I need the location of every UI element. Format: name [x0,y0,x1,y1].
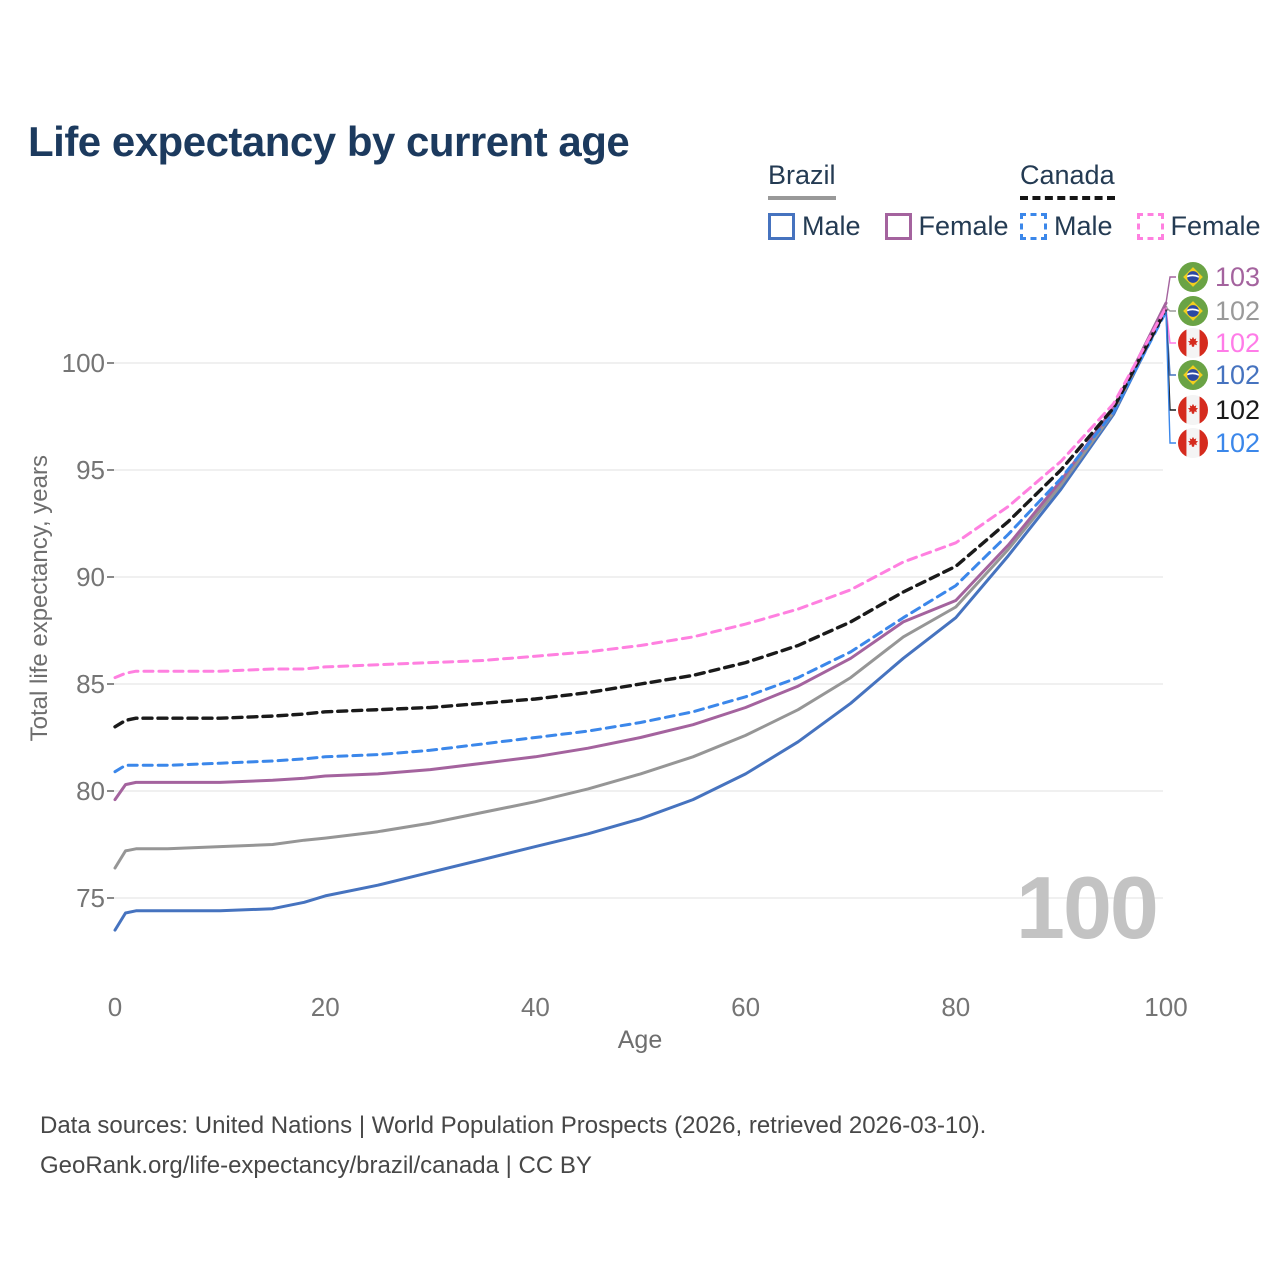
endpoint-label-brazil-male: 102 [1178,360,1260,390]
canada-female-swatch-icon [1136,213,1164,240]
canada-flag-icon [1178,395,1208,425]
footer: Data sources: United Nations | World Pop… [40,1106,986,1186]
x-axis-title: Age [617,1026,663,1054]
series-line-canada-male [113,310,1168,774]
legend-group-brazil: Brazil Male Female [768,160,1009,242]
x-tick-label: 60 [731,992,760,1022]
y-tick-label: 80 [76,776,105,806]
endpoint-label-canada-total: 102 [1178,395,1260,425]
legend-item-canada-male: Male [1020,211,1113,242]
endpoint-label-brazil-female: 103 [1178,262,1260,292]
x-tick-label: 80 [941,992,970,1022]
canada-male-swatch-icon [1020,213,1047,240]
series-line-canada-female [113,305,1168,680]
endpoint-label-canada-female: 102 [1178,328,1260,358]
series-line-brazil-total [113,305,1168,870]
legend-label-brazil-female: Female [918,211,1009,241]
endpoint-value: 102 [1215,428,1261,458]
legend-item-brazil-female: Female [884,211,1009,242]
legend-item-brazil-male: Male [768,211,861,242]
x-tick-label: 20 [311,992,340,1022]
endpoint-value: 102 [1215,328,1261,358]
page-title: Life expectancy by current age [28,118,630,166]
brazil-flag-icon [1178,360,1208,390]
endpoint-value: 102 [1215,395,1261,425]
legend-title-canada: Canada [1020,160,1115,200]
legend-label-canada-female: Female [1170,211,1261,241]
y-tick-label: 85 [76,669,105,699]
brazil-female-swatch-icon [884,213,912,240]
series-line-canada-total [113,307,1168,729]
series-line-brazil-female [113,301,1168,802]
y-tick-label: 100 [62,348,105,378]
x-tick-label: 100 [1144,992,1187,1022]
endpoint-value: 102 [1215,360,1261,390]
callout-connector-brazil-total [1165,306,1176,312]
series-line-brazil-male [113,308,1168,932]
age-watermark: 100 [1016,858,1159,957]
legend-group-canada: Canada Male Female [1020,160,1261,242]
brazil-male-swatch-icon [768,213,795,240]
legend-label-canada-male: Male [1054,211,1113,241]
endpoint-label-canada-male: 102 [1178,428,1260,458]
endpoint-label-brazil-total: 102 [1178,296,1260,326]
y-tick-label: 95 [76,455,105,485]
brazil-flag-icon [1178,262,1208,292]
callout-connector-brazil-female [1165,276,1176,304]
y-tick-label: 75 [76,883,105,913]
y-tick-label: 90 [76,562,105,592]
brazil-flag-icon [1178,296,1208,326]
canada-flag-icon [1178,428,1208,458]
x-tick-label: 0 [108,992,122,1022]
line-chart: 75 80 85 90 95 100 0 20 40 60 80 100 [62,276,1188,1022]
callout-connector-canada-male [1165,311,1176,444]
attribution-text: GeoRank.org/life-expectancy/brazil/canad… [40,1152,592,1179]
canada-flag-icon [1178,328,1208,358]
x-tick-label: 40 [521,992,550,1022]
endpoint-value: 103 [1215,262,1261,292]
data-sources-text: Data sources: United Nations | World Pop… [40,1112,987,1139]
legend-item-canada-female: Female [1136,211,1261,242]
endpoint-value: 102 [1215,296,1261,326]
legend-title-brazil: Brazil [768,160,836,200]
legend-label-brazil-male: Male [802,211,861,241]
callout-connector-canada-female [1165,307,1176,344]
